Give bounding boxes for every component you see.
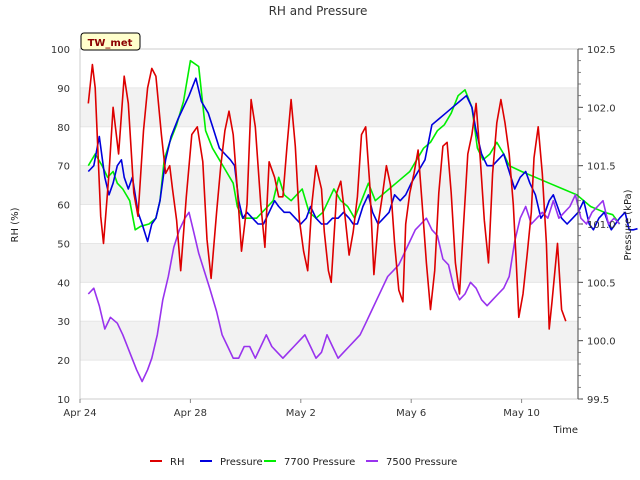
y-right-tick-label: 100.0 <box>587 337 616 348</box>
legend-label: Pressure <box>220 457 263 468</box>
y-right-tick-label: 101.5 <box>587 162 616 173</box>
y-left-tick-label: 40 <box>57 278 70 289</box>
y-left-tick-label: 80 <box>57 123 70 134</box>
x-tick-label: May 2 <box>286 408 316 419</box>
series-layer <box>87 59 638 383</box>
y-left-tick-label: 70 <box>57 162 70 173</box>
grid-band <box>80 87 578 127</box>
y-left-tick-label: 90 <box>57 84 70 95</box>
y-axis-right-label: Pressure (kPa) <box>623 189 634 260</box>
x-axis-label: Time <box>553 425 578 436</box>
series-line-7500-pressure <box>87 194 621 383</box>
chart-title: RH and Pressure <box>269 4 368 18</box>
y-left-tick-label: 20 <box>57 356 70 367</box>
y-left-tick-label: 10 <box>57 395 70 406</box>
legend-label: 7700 Pressure <box>284 457 355 468</box>
x-tick-label: Apr 28 <box>174 408 207 419</box>
legend: RH Pressure 7700 Pressure 7500 Pressure <box>150 457 457 468</box>
series-line-pressure <box>87 77 638 243</box>
y-left-tick-label: 30 <box>57 317 70 328</box>
y-left-tick-label: 100 <box>51 45 70 56</box>
x-tick-label: May 6 <box>396 408 426 419</box>
y-right-tick-label: 101.0 <box>587 220 616 231</box>
x-tick-label: Apr 24 <box>63 408 96 419</box>
y-right-tick-label: 102.5 <box>587 45 616 56</box>
right-axis: 99.5 100.0 100.5 101.0 101.5 102.0 102.5 <box>577 45 616 406</box>
y-right-tick-label: 102.0 <box>587 103 616 114</box>
grid-bands <box>80 87 578 400</box>
y-left-tick-label: 50 <box>57 239 70 250</box>
left-axis: 10 20 30 40 50 60 70 80 90 100 <box>51 45 70 406</box>
x-axis: Apr 24 Apr 28 May 2 May 6 May 10 <box>63 399 540 419</box>
y-left-tick-label: 60 <box>57 201 70 212</box>
x-tick-label: May 10 <box>503 408 540 419</box>
site-label: TW_met <box>88 38 133 49</box>
y-right-tick-label: 99.5 <box>587 395 609 406</box>
y-axis-left-label: RH (%) <box>10 207 21 242</box>
legend-label: 7500 Pressure <box>386 457 457 468</box>
series-line-rh <box>87 63 567 330</box>
site-badge: TW_met <box>80 32 141 51</box>
y-right-tick-label: 100.5 <box>587 278 616 289</box>
legend-label: RH <box>170 457 184 468</box>
